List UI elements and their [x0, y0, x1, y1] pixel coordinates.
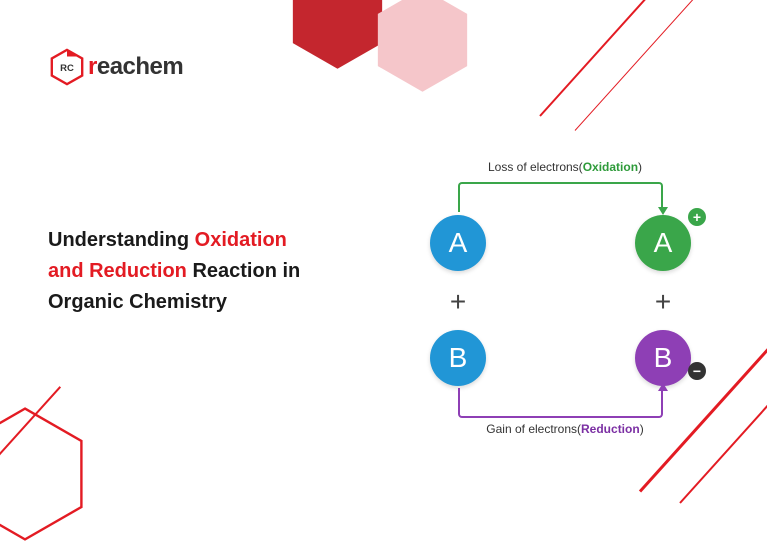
hex-top-2	[375, 0, 470, 95]
logo-text: reachem	[88, 53, 183, 81]
arrowhead-icon	[658, 207, 668, 215]
oxidation-arrow	[458, 182, 663, 212]
redox-diagram: Loss of electrons(Oxidation) A B A B + +…	[400, 160, 730, 440]
page-title: Understanding Oxidation and Reduction Re…	[48, 225, 338, 318]
reduction-label: Gain of electrons(Reduction)	[400, 422, 730, 436]
node-b-left: B	[430, 330, 486, 386]
node-a-left: A	[430, 215, 486, 271]
hex-top-1	[290, 0, 385, 72]
hex-bottom-left	[0, 405, 85, 543]
logo-mark-icon: RC	[48, 48, 86, 86]
node-b-right: B	[635, 330, 691, 386]
charge-positive: +	[688, 208, 706, 226]
reduction-arrow	[458, 388, 663, 418]
charge-negative: −	[688, 362, 706, 380]
svg-text:RC: RC	[60, 63, 74, 74]
diagonal-line	[539, 0, 761, 117]
plus-sign: +	[653, 286, 673, 318]
node-a-right: A	[635, 215, 691, 271]
arrowhead-icon	[658, 383, 668, 391]
brand-logo: RC reachem	[48, 48, 183, 86]
plus-sign: +	[448, 286, 468, 318]
diagonal-line	[575, 0, 767, 131]
oxidation-label: Loss of electrons(Oxidation)	[400, 160, 730, 174]
